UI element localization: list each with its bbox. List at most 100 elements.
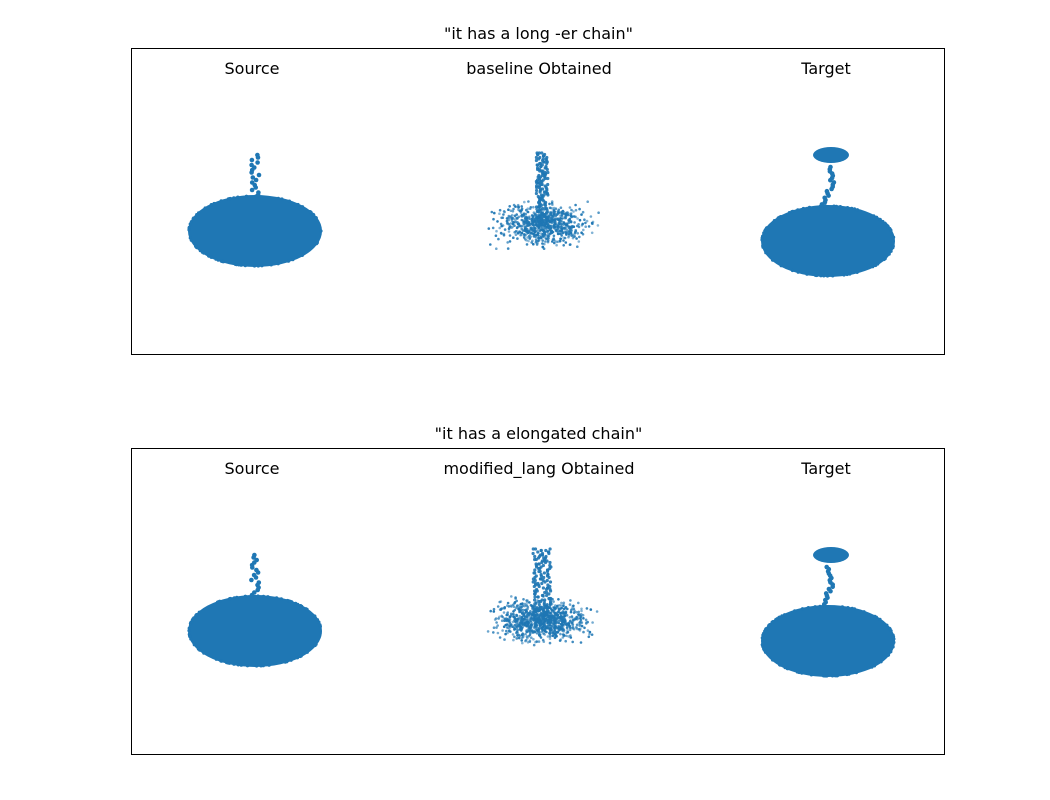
obtained-point: [565, 222, 569, 226]
obtained-point: [555, 243, 558, 247]
source-point: [255, 587, 260, 593]
target-point: [891, 635, 896, 639]
target-point: [764, 226, 769, 230]
target-point: [850, 206, 854, 210]
obtained-point: [560, 213, 564, 217]
obtained-point: [537, 157, 541, 161]
obtained-point: [518, 614, 521, 618]
obtained-point: [563, 614, 566, 617]
source-point: [275, 596, 279, 600]
obtained-point: [541, 638, 545, 642]
source-point: [256, 264, 260, 268]
obtained-point: [493, 211, 496, 215]
obtained-point: [515, 614, 519, 617]
obtained-point: [533, 554, 537, 559]
obtained-point: [531, 607, 534, 610]
obtained-point: [572, 210, 575, 213]
source-point: [215, 600, 220, 604]
source-point: [266, 595, 270, 599]
source-point: [255, 192, 261, 198]
obtained-point: [557, 621, 561, 625]
obtained-point: [511, 633, 515, 636]
target-point: [872, 214, 876, 218]
obtained-point: [552, 606, 555, 609]
obtained-point: [500, 216, 503, 220]
source-point: [315, 241, 319, 245]
target-point: [870, 665, 874, 669]
obtained-point: [530, 636, 533, 639]
obtained-point: [534, 601, 538, 605]
obtained-point: [490, 210, 494, 214]
obtained-point: [517, 624, 520, 628]
source-point: [198, 648, 202, 652]
obtained-point: [579, 620, 582, 624]
target-point: [791, 209, 795, 213]
source-point: [313, 614, 317, 618]
obtained-point: [516, 607, 520, 610]
target-point: [878, 217, 882, 221]
obtained-point: [539, 214, 543, 218]
obtained-point: [503, 638, 506, 641]
obtained-point: [507, 230, 511, 233]
obtained-point: [525, 232, 529, 235]
obtained-point: [541, 228, 544, 232]
obtained-point: [580, 607, 583, 611]
obtained-point: [496, 605, 500, 608]
target-point: [892, 235, 896, 239]
obtained-point: [548, 616, 552, 620]
target-point: [887, 252, 891, 256]
obtained-point: [541, 586, 545, 590]
obtained-point: [527, 221, 531, 225]
obtained-point: [547, 551, 551, 556]
obtained-point: [531, 551, 535, 556]
obtained-point: [535, 181, 539, 185]
source-disc: [188, 195, 322, 267]
obtained-point: [550, 207, 554, 210]
obtained-point: [517, 222, 521, 226]
obtained-point: [557, 224, 560, 228]
obtained-point: [546, 229, 549, 233]
obtained-point: [568, 616, 572, 619]
obtained-point: [555, 213, 559, 216]
obtained-point: [552, 617, 555, 620]
panel-1-sub-2-title: baseline Obtained: [466, 59, 612, 78]
obtained-point: [574, 617, 577, 621]
obtained-point: [540, 226, 544, 230]
obtained-point: [552, 633, 555, 637]
obtained-point: [516, 618, 520, 621]
obtained-point: [548, 632, 552, 636]
source-point: [250, 565, 255, 570]
obtained-point: [515, 216, 518, 220]
obtained-point: [501, 629, 504, 632]
obtained-point: [542, 160, 546, 164]
obtained-point: [512, 613, 516, 616]
panel-1-sub-3-title: Target: [801, 59, 851, 78]
obtained-point: [492, 631, 495, 634]
target-point: [809, 673, 814, 677]
obtained-point: [508, 234, 512, 237]
source-point: [212, 201, 216, 206]
obtained-point: [530, 623, 533, 626]
obtained-point: [573, 610, 577, 613]
obtained-point: [545, 208, 549, 212]
target-point: [801, 206, 806, 211]
obtained-point: [535, 215, 540, 220]
obtained-point: [528, 215, 531, 218]
source-point: [232, 596, 236, 600]
obtained-point: [568, 626, 572, 629]
obtained-point: [506, 241, 510, 244]
target-point: [871, 265, 875, 269]
obtained-point: [518, 604, 521, 607]
target-point: [824, 204, 828, 208]
obtained-point: [529, 603, 533, 607]
target-point: [840, 605, 845, 609]
obtained-point: [557, 218, 560, 222]
obtained-point: [526, 210, 530, 214]
target-point: [819, 274, 823, 278]
obtained-point: [562, 239, 565, 242]
obtained-point: [546, 223, 550, 226]
obtained-point: [552, 237, 555, 240]
source-point: [285, 660, 289, 664]
obtained-point: [516, 634, 519, 637]
obtained-point: [537, 236, 540, 240]
